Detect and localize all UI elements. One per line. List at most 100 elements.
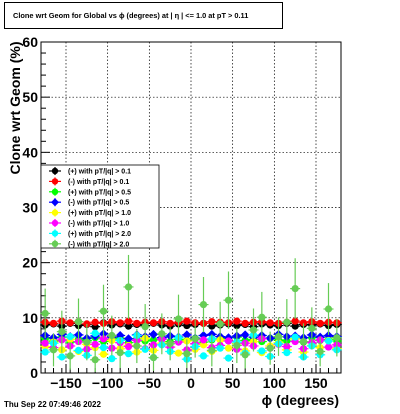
data-point [58, 353, 66, 361]
legend-label: (-) with pT/|q| > 1.0 [68, 221, 129, 228]
data-point [99, 350, 108, 358]
data-point [291, 322, 299, 330]
data-point [124, 342, 133, 351]
data-point [291, 333, 299, 341]
data-point [274, 332, 283, 341]
data-point [91, 340, 99, 348]
legend-marker [51, 167, 59, 175]
x-tick-label: 100 [263, 375, 287, 391]
series-7 [40, 329, 342, 363]
data-point [66, 319, 74, 327]
y-axis-label: Clone wrt Geom (%) [7, 41, 23, 174]
data-point [41, 348, 49, 356]
legend-marker [51, 230, 59, 237]
data-point [216, 344, 224, 352]
data-point [174, 315, 183, 323]
data-point [66, 332, 74, 341]
data-point [208, 318, 216, 326]
data-point [91, 356, 99, 364]
data-point [149, 319, 158, 327]
series-8 [40, 254, 342, 372]
x-tick-label: −100 [92, 375, 124, 391]
data-point [158, 330, 166, 338]
data-point [99, 335, 108, 343]
data-point [258, 313, 266, 321]
data-point [49, 319, 58, 327]
x-tick-label: 0 [187, 375, 195, 391]
data-point [149, 336, 158, 344]
y-tick-label: 30 [22, 200, 38, 216]
data-point [166, 340, 174, 348]
data-point [324, 305, 333, 313]
timestamp: Thu Sep 22 07:49:46 2022 [4, 400, 101, 409]
data-point [233, 317, 241, 325]
data-point [208, 346, 216, 354]
data-point [49, 346, 58, 354]
data-layer [40, 254, 342, 372]
data-point [133, 342, 141, 350]
data-point [116, 348, 124, 357]
legend-label: (+) with pT/|q| > 0.5 [68, 189, 131, 196]
legend-marker [51, 178, 59, 185]
chart-title: Clone wrt Geom for Global vs ϕ (degrees)… [4, 2, 283, 29]
data-point [133, 319, 141, 327]
data-point [266, 319, 274, 327]
data-point [124, 322, 133, 330]
data-point [266, 344, 274, 352]
data-point [149, 353, 158, 362]
data-point [291, 284, 299, 293]
x-axis-label: ϕ (degrees) [262, 392, 339, 408]
legend-marker [51, 209, 59, 216]
data-point [249, 326, 258, 334]
data-point [183, 317, 191, 325]
x-tick-label: −150 [50, 375, 82, 391]
data-point [74, 318, 83, 326]
data-point [91, 318, 99, 326]
data-point [241, 351, 249, 359]
data-point [258, 347, 266, 355]
legend-label: (+) with pT/|q| > 0.1 [68, 169, 131, 176]
data-point [41, 309, 49, 318]
legend-label: (-) with pT/|q| > 0.1 [68, 179, 129, 186]
data-point [99, 344, 108, 352]
data-point [116, 319, 124, 327]
data-point [99, 307, 108, 315]
data-point [124, 317, 133, 325]
legend-marker [51, 240, 59, 247]
data-point [66, 352, 74, 360]
data-point [324, 337, 333, 345]
data-point [83, 338, 91, 346]
data-point [182, 330, 192, 340]
y-tick-label: 50 [22, 89, 38, 105]
y-tick-label: 20 [22, 255, 38, 271]
axis-ticks: −150 −100 −50 0 50 100 150 0 10 20 30 40 50 60 [22, 34, 338, 391]
legend-marker [51, 198, 59, 207]
y-tick-label: 0 [30, 365, 38, 381]
x-tick-label: 150 [304, 375, 328, 391]
y-tick-label: 60 [22, 34, 38, 50]
data-point [291, 317, 299, 325]
data-point [324, 343, 333, 351]
legend-label: (-) with pT/|q| > 2.0 [68, 241, 129, 248]
legend-label: (+) with pT/|q| > 2.0 [68, 231, 131, 238]
data-point [233, 341, 241, 350]
legend-marker [51, 219, 59, 227]
data-point [74, 346, 83, 354]
legend: (+) with pT/|q| > 0.1 (-) with pT/|q| > 0… [40, 164, 160, 249]
data-point [108, 355, 116, 363]
data-point [224, 344, 233, 352]
data-point [299, 319, 308, 327]
data-point [224, 296, 233, 304]
data-point [166, 319, 174, 327]
data-point [333, 334, 341, 342]
legend-label: (-) with pT/|q| > 0.5 [68, 200, 129, 207]
data-point [224, 337, 233, 345]
data-point [283, 348, 291, 357]
data-point [41, 339, 49, 347]
data-point [199, 352, 208, 360]
data-point [224, 354, 233, 362]
y-tick-label: 40 [22, 144, 38, 160]
x-tick-label: 50 [225, 375, 241, 391]
data-point [191, 335, 199, 343]
